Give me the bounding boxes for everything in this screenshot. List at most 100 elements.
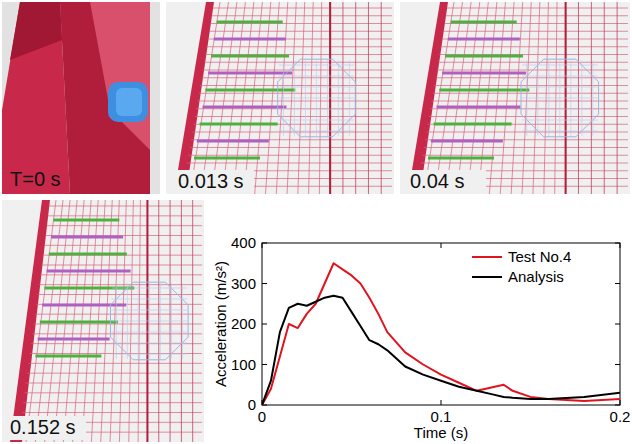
panel-label: 0.013 s [178,170,244,192]
label-patch [406,170,486,194]
strip [40,321,118,324]
edge [174,2,214,194]
panel-label: T=0 s [10,168,61,190]
mesh-line [212,2,237,194]
strip [47,270,131,273]
y-tick [262,243,267,244]
chart-bg [208,198,632,444]
mesh-line [191,139,392,140]
block-wire [279,109,355,110]
mesh-line [212,15,392,16]
label-patch [174,170,254,194]
block-wire [338,60,339,136]
lines [262,263,620,405]
mesh-line [443,31,628,32]
block-wire [570,60,571,136]
mesh-line [194,124,392,125]
mesh-line [44,245,202,246]
strip [194,157,260,160]
y-tick [262,324,267,325]
y-tick [262,283,267,284]
x-tick-label: 0.1 [431,408,452,425]
snapshot-mesh [166,2,394,194]
y-tick-label: 200 [231,315,256,332]
mesh-line [441,46,628,47]
x-tick-label: 0.2 [610,408,631,425]
block-wire [171,283,172,359]
strip [442,72,526,75]
figure: T=0 s0.013 s0.04 s0.152 s010020030040000… [0,0,632,444]
mesh-line [209,31,392,32]
mesh-line [187,163,392,164]
x-tick-label: 0 [258,408,266,425]
mesh-line [39,284,202,285]
structure [2,2,70,194]
mesh-line [34,324,202,325]
legend-label: Test No.4 [508,248,571,265]
mesh-line [424,147,628,148]
mesh-line [447,8,628,9]
mesh-line [49,206,202,207]
mesh-line [48,215,202,216]
mesh-line [442,39,628,40]
strip [434,123,512,126]
mesh-line [422,155,628,156]
mesh-line [255,2,271,194]
snapshot-solid [2,2,160,194]
strip [35,355,101,358]
y-tick [615,243,620,244]
block-wire [160,283,161,359]
strip [439,89,529,92]
y-tick [615,364,620,365]
plot-frame [262,243,620,405]
panel-bg [2,2,160,194]
strip [428,157,494,160]
mesh-line [421,163,628,164]
block-wire [327,60,328,136]
mesh-line [28,363,202,364]
block-wire [279,131,355,132]
block-wire [522,131,598,132]
panel-label: 0.152 s [10,416,76,438]
mesh-line [200,85,392,86]
mesh-line [205,54,392,55]
panel-bg [400,2,630,194]
strip [448,38,520,41]
block-wire [349,60,350,136]
block [108,82,148,122]
mesh-line [444,23,628,24]
x-tick [620,400,621,405]
strip [51,236,123,239]
y-tick [615,405,620,406]
mesh-line [192,132,392,133]
structure [60,2,150,194]
mesh-line [435,77,628,78]
x-axis-title: Time (s) [414,424,468,441]
block-wire [522,120,598,121]
mesh-line [222,2,245,194]
strip [42,304,126,307]
mesh-line [428,124,628,125]
block-wire [278,59,356,137]
mesh-line [213,8,392,9]
strip [53,219,119,222]
mesh-line [30,353,202,354]
mesh-line [188,155,392,156]
mesh-line [192,200,193,442]
mesh-line [35,314,202,315]
mesh-line [489,2,505,194]
chart: 010020030040000.10.2Time (s)Acceleration… [208,198,632,444]
strip [431,140,503,143]
block-wire [182,283,183,359]
block [116,88,142,116]
mesh-line [199,93,392,94]
mesh-line [190,147,392,148]
mesh-line [40,274,202,275]
strip [437,106,521,109]
legend-swatch [472,276,502,278]
y-tick-label: 300 [231,275,256,292]
strip [197,140,269,143]
mesh-line [439,54,628,55]
strip [203,106,287,109]
mesh-line [446,15,628,16]
